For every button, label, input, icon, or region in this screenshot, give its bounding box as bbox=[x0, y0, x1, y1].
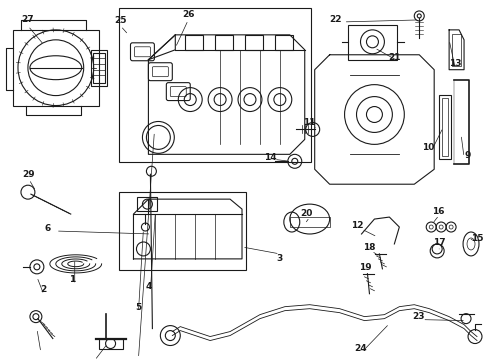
Text: 26: 26 bbox=[182, 10, 194, 19]
Bar bbox=[347, 25, 397, 60]
Text: 10: 10 bbox=[421, 143, 433, 152]
Text: 19: 19 bbox=[358, 264, 371, 273]
Bar bbox=[438, 95, 450, 159]
Bar bbox=[99, 338, 122, 348]
Text: 15: 15 bbox=[470, 234, 482, 243]
Text: 13: 13 bbox=[448, 59, 460, 68]
Bar bbox=[274, 35, 292, 50]
Text: 1: 1 bbox=[68, 275, 75, 284]
Bar bbox=[13, 30, 99, 105]
Bar bbox=[244, 35, 263, 50]
Text: 14: 14 bbox=[263, 153, 276, 162]
Bar bbox=[118, 8, 310, 162]
Bar bbox=[215, 35, 233, 50]
Text: 18: 18 bbox=[363, 243, 375, 252]
Text: 21: 21 bbox=[387, 53, 400, 62]
Bar bbox=[441, 98, 447, 156]
Text: 3: 3 bbox=[276, 255, 283, 264]
Text: 12: 12 bbox=[350, 221, 363, 230]
Text: 23: 23 bbox=[411, 312, 424, 321]
Bar bbox=[118, 192, 245, 270]
Text: 24: 24 bbox=[353, 344, 366, 353]
Text: 5: 5 bbox=[135, 303, 142, 312]
Bar bbox=[289, 217, 329, 227]
Text: 27: 27 bbox=[21, 15, 34, 24]
Text: 2: 2 bbox=[41, 285, 47, 294]
Bar bbox=[92, 53, 104, 83]
Text: 4: 4 bbox=[145, 282, 151, 291]
Text: 16: 16 bbox=[431, 207, 444, 216]
Text: 9: 9 bbox=[464, 151, 470, 160]
Bar bbox=[185, 35, 203, 50]
Text: 25: 25 bbox=[114, 17, 126, 26]
Bar bbox=[451, 34, 460, 66]
Text: 6: 6 bbox=[44, 224, 51, 233]
Text: 20: 20 bbox=[300, 208, 312, 217]
Text: 17: 17 bbox=[432, 238, 445, 247]
Bar bbox=[90, 50, 106, 86]
Text: 11: 11 bbox=[303, 118, 315, 127]
Text: 22: 22 bbox=[329, 15, 341, 24]
Text: 29: 29 bbox=[22, 170, 35, 179]
Bar bbox=[137, 197, 157, 211]
